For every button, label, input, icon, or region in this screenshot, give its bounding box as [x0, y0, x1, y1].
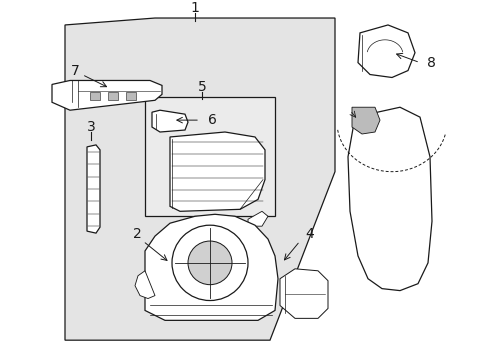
Text: 6: 6 [207, 113, 217, 127]
Text: 8: 8 [426, 56, 435, 69]
Text: 4: 4 [305, 227, 313, 241]
Circle shape [187, 241, 231, 285]
Polygon shape [65, 18, 334, 340]
Text: 2: 2 [132, 227, 141, 241]
Polygon shape [52, 81, 162, 110]
Text: 3: 3 [86, 120, 95, 134]
Text: 7: 7 [70, 64, 79, 77]
Polygon shape [247, 211, 267, 226]
Polygon shape [87, 145, 100, 233]
Text: 1: 1 [190, 1, 199, 15]
Circle shape [172, 225, 247, 301]
Bar [126, 93, 136, 100]
Polygon shape [347, 107, 431, 291]
Bar [90, 93, 100, 100]
Polygon shape [135, 271, 155, 298]
Polygon shape [280, 269, 327, 318]
Bar [108, 93, 118, 100]
Polygon shape [145, 214, 278, 320]
Polygon shape [351, 107, 379, 134]
Bar [145, 97, 274, 216]
Polygon shape [152, 110, 187, 132]
Polygon shape [170, 132, 264, 211]
Text: 5: 5 [197, 80, 206, 94]
Polygon shape [357, 25, 414, 77]
